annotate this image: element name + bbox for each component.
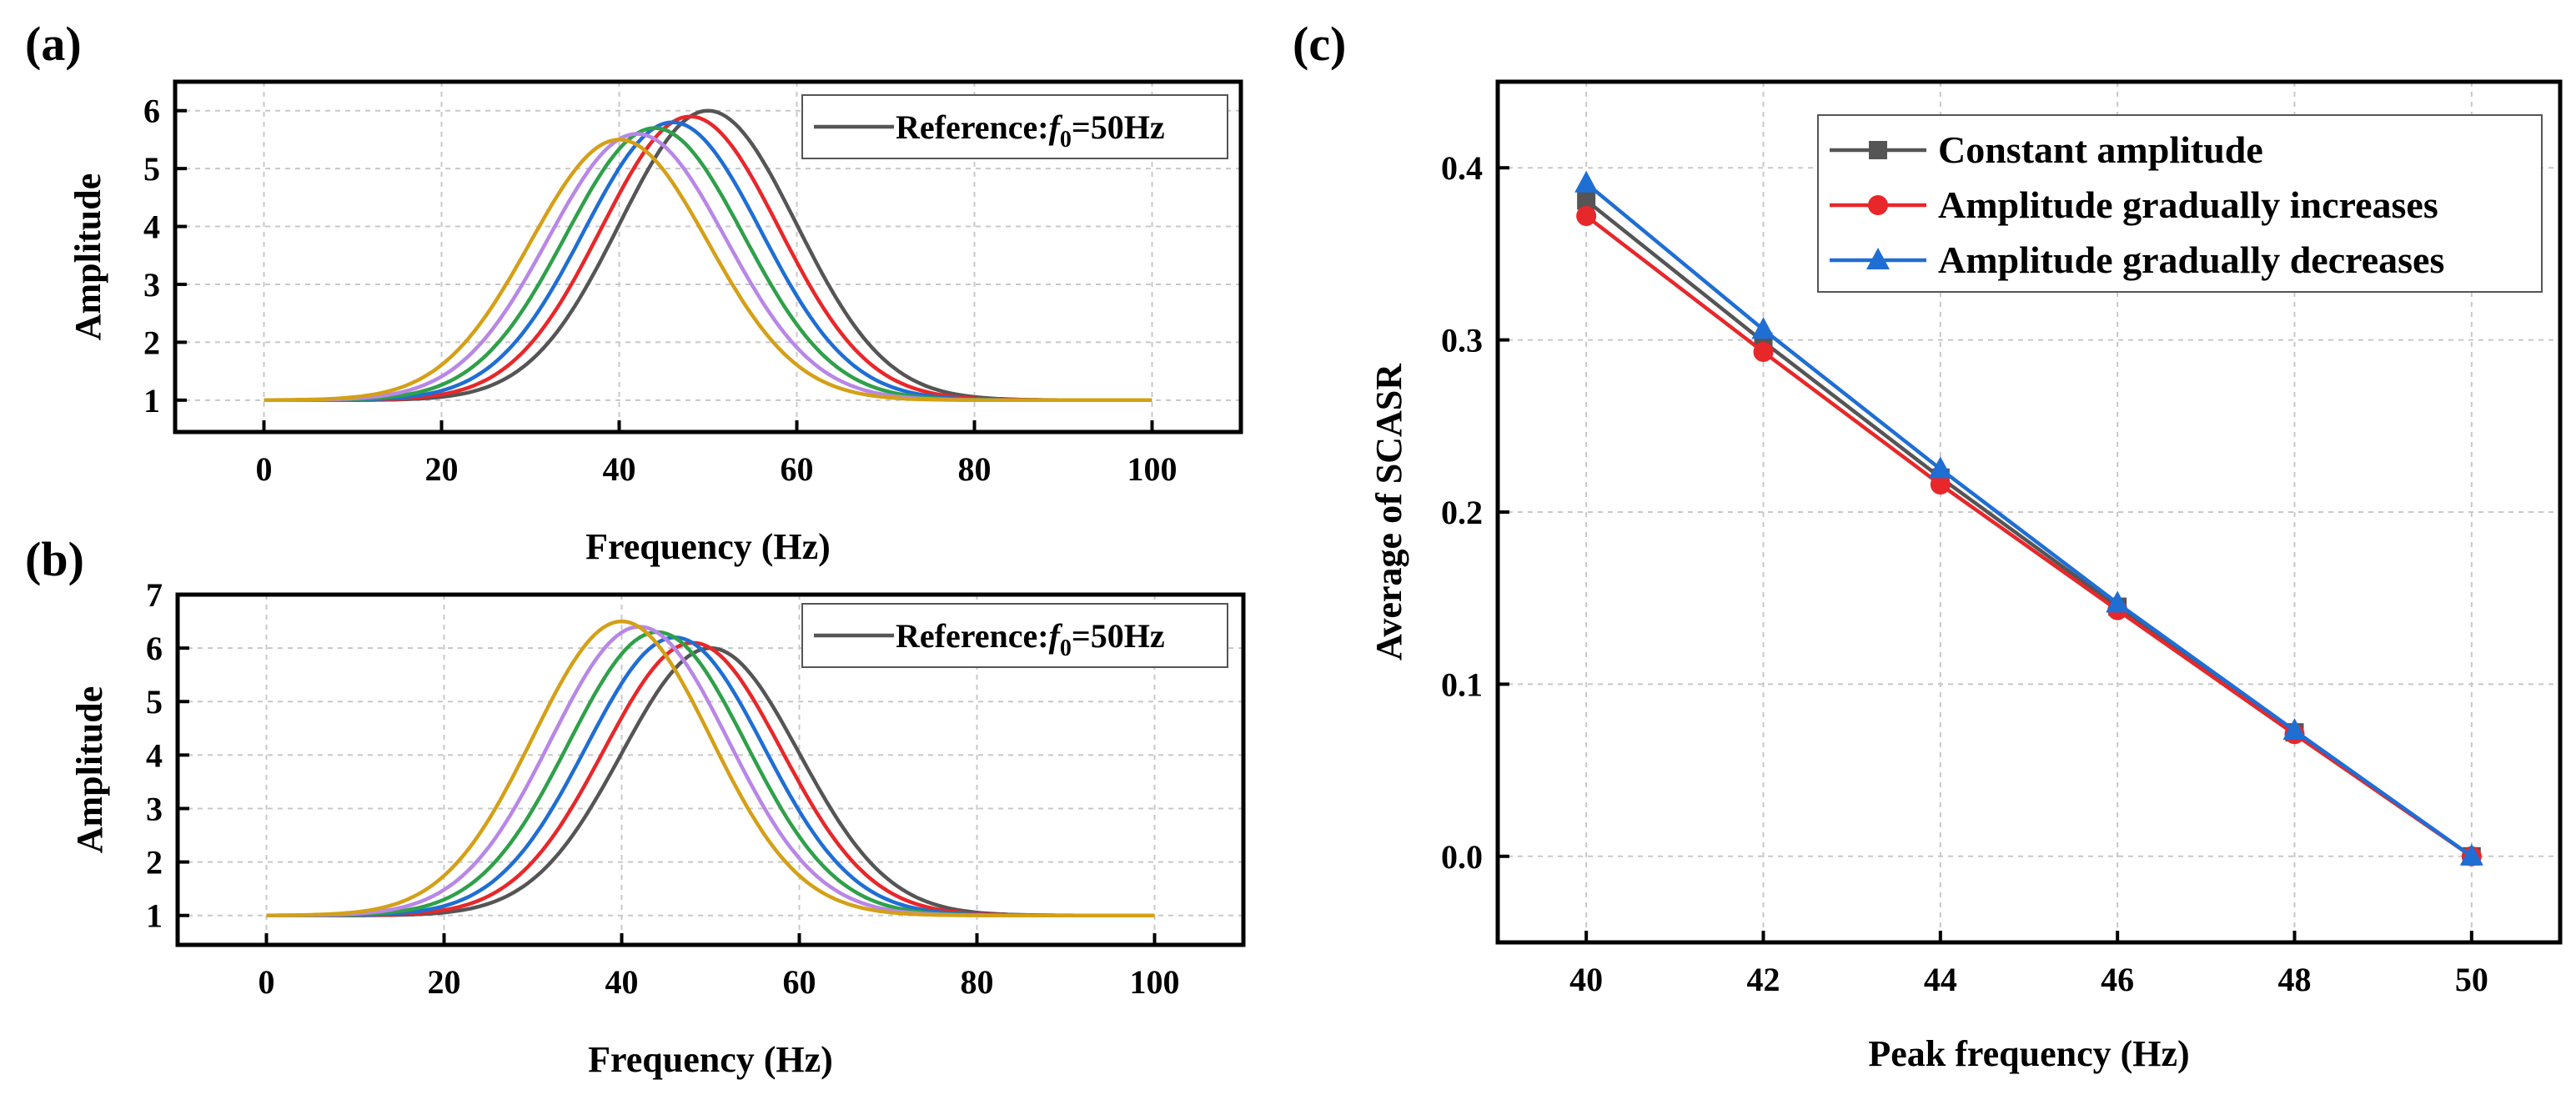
x-tick-label: 50 xyxy=(2455,961,2488,998)
legend: Reference:f0=50Hz xyxy=(801,94,1228,159)
legend-label-1: Amplitude gradually increases xyxy=(1938,183,2438,226)
chart-b: (b) 0 20 40 60 80 100 1 2 3 4 5 6 7 Frequency (Hz) Ampl… xyxy=(25,532,1246,1080)
x-tick-label: 0 xyxy=(256,450,273,488)
y-tick-label: 2 xyxy=(146,844,163,881)
panel-label-c: (c) xyxy=(1293,17,1346,71)
y-tick-label: 3 xyxy=(146,790,163,827)
legend: Constant amplitude Amplitude gradually in… xyxy=(1817,114,2543,293)
x-tick-label: 0 xyxy=(259,963,275,1001)
legend-swatch-marker-1-circle xyxy=(1868,195,1888,215)
legend-prefix: Reference: xyxy=(896,108,1049,146)
y-tick-label: 3 xyxy=(143,266,160,304)
series-group-b xyxy=(266,619,1155,917)
plot-frame-c xyxy=(1495,79,2563,945)
point-2-2-triangle xyxy=(1928,456,1952,479)
point-0-0-square xyxy=(1577,191,1596,210)
y-axis-title: Average of SCASR xyxy=(1368,363,1409,660)
point-2-0-triangle xyxy=(1574,170,1599,193)
y-tick-label: 2 xyxy=(143,324,160,361)
series-line-0 xyxy=(1584,198,2473,858)
y-tick-label: 0.0 xyxy=(1441,838,1483,876)
x-axis-title: Peak frequency (Hz) xyxy=(1868,1033,2189,1074)
chart-c: (c) 40 42 44 46 48 50 0.0 0.1 0.2 0.3 0.4 Peak frequ… xyxy=(1293,17,2563,1074)
series-line-50hz xyxy=(266,645,1155,917)
series-line-40hz xyxy=(264,138,1152,403)
series-line-42hz xyxy=(266,625,1155,917)
series-line-1 xyxy=(1584,214,2473,858)
series-line-44hz xyxy=(266,630,1155,917)
legend: Reference:f0=50Hz xyxy=(801,603,1228,668)
series-group-a xyxy=(264,108,1152,403)
legend-suffix: =50Hz xyxy=(1072,617,1165,655)
x-tick-label: 100 xyxy=(1130,963,1180,1001)
y-tick-label: 6 xyxy=(146,630,163,667)
y-tick-label: 0.4 xyxy=(1441,149,1483,187)
x-tick-label: 60 xyxy=(783,963,816,1001)
x-tick-label: 100 xyxy=(1127,450,1178,488)
legend-swatch-marker-0-square xyxy=(1869,141,1887,159)
point-1-1-circle xyxy=(1753,342,1774,363)
y-tick-label: 1 xyxy=(146,897,163,935)
legend-label: Reference:f0=50Hz xyxy=(896,108,1165,153)
y-tick-label: 6 xyxy=(143,93,160,130)
point-2-3-triangle xyxy=(2106,590,2130,613)
legend-symbol: f xyxy=(1049,108,1063,146)
panel-label-b: (b) xyxy=(25,532,84,586)
plot-frame-b xyxy=(175,592,1246,947)
y-axis-title: Amplitude xyxy=(69,686,110,853)
y-tick-label: 0.1 xyxy=(1441,666,1483,703)
legend-suffix: =50Hz xyxy=(1072,108,1165,146)
x-tick-label: 48 xyxy=(2278,961,2312,998)
legend-symbol: f xyxy=(1049,617,1063,655)
point-1-0-circle xyxy=(1576,205,1597,226)
x-tick-label: 40 xyxy=(605,963,639,1001)
x-tick-label: 44 xyxy=(1924,961,1957,998)
legend-label-0: Constant amplitude xyxy=(1938,128,2263,171)
legend-label: Reference:f0=50Hz xyxy=(896,617,1165,661)
series-line-46hz xyxy=(264,120,1152,403)
x-axis-title: Frequency (Hz) xyxy=(588,1039,833,1080)
point-1-2-circle xyxy=(1930,474,1951,495)
chart-a: (a) 0 20 40 60 80 100 1 2 3 4 5 6 Frequency (Hz) Ampli… xyxy=(25,17,1243,567)
y-axis-title: Amplitude xyxy=(68,173,108,340)
x-tick-label: 40 xyxy=(603,450,636,488)
legend-subscript: 0 xyxy=(1060,635,1072,661)
series-group-c xyxy=(1574,170,2483,866)
plot-frame-a xyxy=(173,79,1243,434)
x-tick-label: 20 xyxy=(428,963,461,1001)
y-tick-label: 1 xyxy=(143,382,160,419)
legend-subscript: 0 xyxy=(1060,127,1072,153)
y-tick-label: 5 xyxy=(143,150,160,188)
y-tick-label: 4 xyxy=(146,736,163,774)
y-tick-label: 0.2 xyxy=(1441,494,1483,531)
series-line-2 xyxy=(1584,182,2473,858)
x-tick-label: 40 xyxy=(1569,961,1603,998)
y-tick-label: 0.3 xyxy=(1441,322,1483,359)
y-tick-label: 7 xyxy=(146,576,163,614)
legend-label-2: Amplitude gradually decreases xyxy=(1938,239,2444,281)
point-2-4-triangle xyxy=(2282,718,2307,741)
x-tick-label: 80 xyxy=(958,450,992,488)
legend-box xyxy=(1817,114,2543,293)
series-line-48hz xyxy=(266,640,1155,917)
y-tick-label: 5 xyxy=(146,683,163,721)
legend-prefix: Reference: xyxy=(896,617,1049,655)
legend-swatch-marker-2-triangle xyxy=(1866,248,1890,269)
x-tick-label: 60 xyxy=(781,450,814,488)
point-2-5-triangle xyxy=(2459,843,2483,866)
x-axis-title: Frequency (Hz) xyxy=(585,526,831,567)
series-line-40hz xyxy=(266,619,1155,917)
x-tick-label: 42 xyxy=(1747,961,1780,998)
y-tick-label: 4 xyxy=(143,208,160,246)
x-tick-label: 20 xyxy=(425,450,459,488)
panel-label-a: (a) xyxy=(25,17,82,71)
x-tick-label: 46 xyxy=(2101,961,2134,998)
point-2-1-triangle xyxy=(1751,317,1775,339)
x-tick-label: 80 xyxy=(961,963,994,1001)
